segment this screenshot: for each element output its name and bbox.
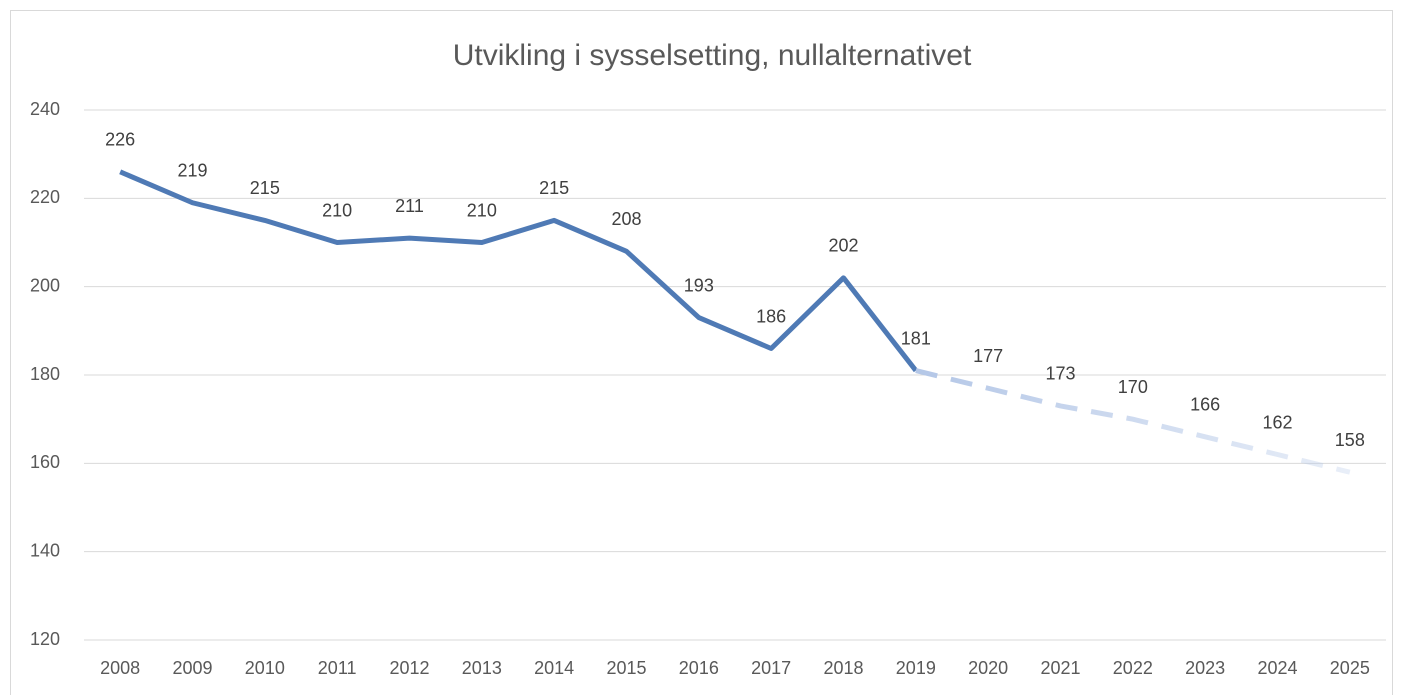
data-label: 210 — [322, 200, 352, 220]
x-tick-label: 2023 — [1185, 658, 1225, 678]
data-label: 162 — [1262, 412, 1292, 432]
data-label: 215 — [250, 178, 280, 198]
data-label: 202 — [828, 236, 858, 256]
data-label: 186 — [756, 306, 786, 326]
data-label: 181 — [901, 328, 931, 348]
x-tick-label: 2009 — [172, 658, 212, 678]
y-tick-label: 120 — [30, 629, 60, 649]
x-tick-label: 2021 — [1040, 658, 1080, 678]
x-tick-label: 2008 — [100, 658, 140, 678]
data-label: 226 — [105, 130, 135, 150]
x-tick-label: 2019 — [896, 658, 936, 678]
line — [915, 368, 1351, 475]
data-label: 170 — [1118, 377, 1148, 397]
y-tick-label: 140 — [30, 540, 60, 560]
x-tick-label: 2018 — [823, 658, 863, 678]
x-tick-label: 2012 — [389, 658, 429, 678]
x-tick-label: 2022 — [1113, 658, 1153, 678]
data-label: 208 — [611, 209, 641, 229]
y-tick-label: 220 — [30, 187, 60, 207]
chart-title: Utvikling i sysselsetting, nullalternati… — [453, 39, 972, 72]
y-tick-label: 180 — [30, 364, 60, 384]
x-tick-label: 2015 — [606, 658, 646, 678]
x-tick-label: 2010 — [245, 658, 285, 678]
x-tick-label: 2025 — [1330, 658, 1370, 678]
data-label: 219 — [177, 161, 207, 181]
y-tick-label: 160 — [30, 452, 60, 472]
data-label: 193 — [684, 275, 714, 295]
data-label: 173 — [1045, 364, 1075, 384]
chart-border — [10, 10, 1393, 695]
data-label: 166 — [1190, 395, 1220, 415]
data-label: 211 — [395, 196, 424, 216]
x-tick-label: 2024 — [1257, 658, 1297, 678]
x-tick-label: 2013 — [462, 658, 502, 678]
y-tick-label: 240 — [30, 99, 60, 119]
data-label: 177 — [973, 346, 1003, 366]
x-tick-label: 2014 — [534, 658, 574, 678]
line — [119, 169, 918, 373]
y-tick-label: 200 — [30, 275, 60, 295]
data-label: 215 — [539, 178, 569, 198]
x-tick-label: 2020 — [968, 658, 1008, 678]
data-label: 158 — [1335, 430, 1365, 450]
data-label: 210 — [467, 200, 497, 220]
x-tick-label: 2016 — [679, 658, 719, 678]
x-tick-label: 2011 — [318, 658, 357, 678]
x-tick-label: 2017 — [751, 658, 791, 678]
